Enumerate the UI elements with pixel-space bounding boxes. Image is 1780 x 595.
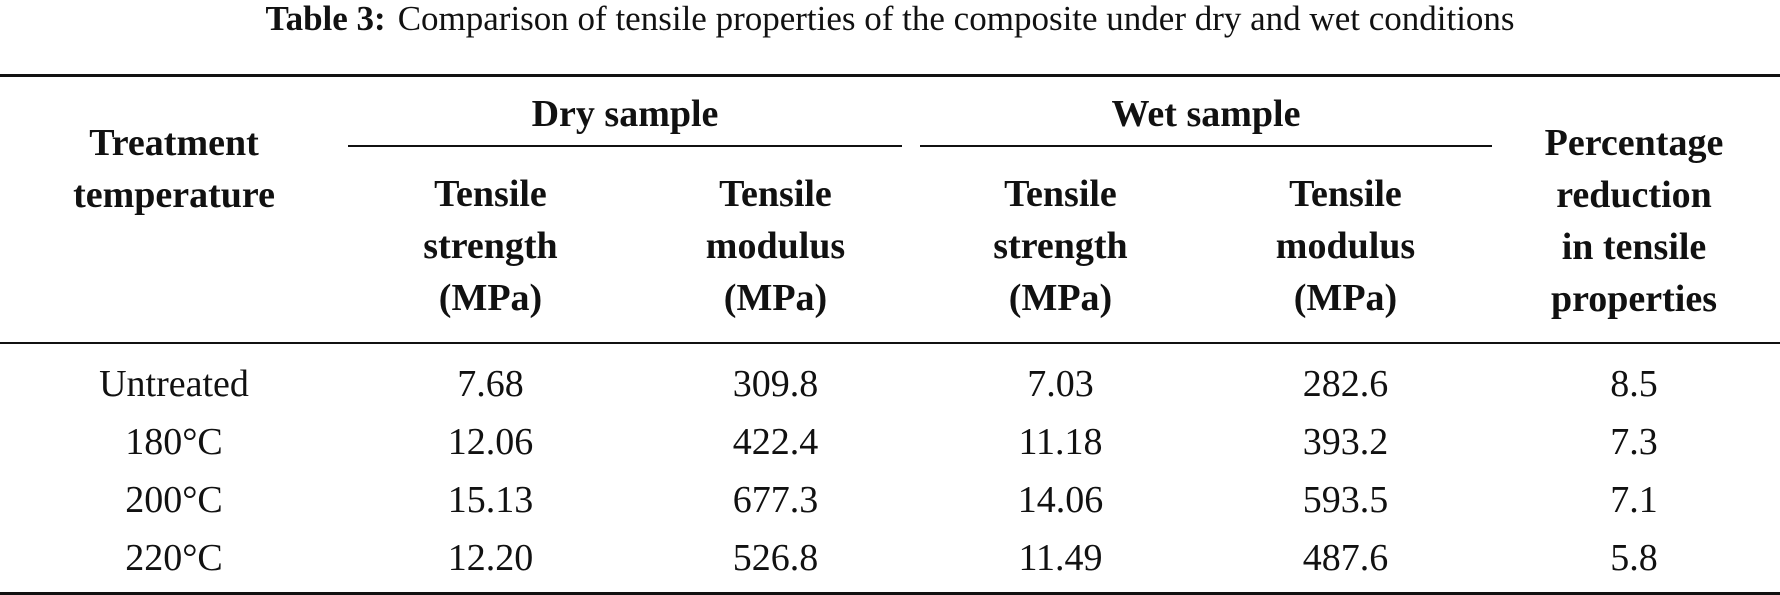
- table-cell-dry-modulus: 309.8: [732, 363, 819, 405]
- header-line: properties: [1550, 278, 1718, 320]
- header-line: Tensile: [1004, 173, 1117, 215]
- dry-tensile-modulus-header: Tensile modulus (MPa): [633, 168, 918, 324]
- table-top-rule: [0, 74, 1780, 77]
- header-line: strength: [423, 225, 558, 267]
- header-line: modulus: [705, 225, 846, 267]
- header-line: Treatment: [89, 122, 259, 164]
- header-line: in tensile: [1561, 226, 1707, 268]
- table-caption-label: Table 3:: [265, 0, 386, 38]
- table-cell-reduction: 8.5: [1610, 363, 1658, 405]
- table-cell-treatment: 200°C: [125, 479, 223, 521]
- wet-tensile-modulus-header: Tensile modulus (MPa): [1203, 168, 1488, 324]
- table-cell-reduction: 7.1: [1610, 479, 1658, 521]
- table-cell-treatment: 220°C: [125, 537, 223, 579]
- table-cell-wet-modulus: 487.6: [1302, 537, 1389, 579]
- table-cell-dry-strength: 12.06: [447, 421, 534, 463]
- header-line: (MPa): [438, 277, 543, 319]
- header-line: Tensile: [719, 173, 832, 215]
- table-caption-text: Comparison of tensile properties of the …: [397, 0, 1515, 38]
- table-cell-dry-strength: 7.68: [457, 363, 524, 405]
- table-cell-dry-strength: 15.13: [447, 479, 534, 521]
- table-cell-wet-modulus: 393.2: [1302, 421, 1389, 463]
- table-cell-dry-modulus: 422.4: [732, 421, 819, 463]
- header-line: modulus: [1275, 225, 1416, 267]
- table-cell-reduction: 5.8: [1610, 537, 1658, 579]
- header-bottom-rule: [0, 342, 1780, 344]
- treatment-temperature-header: Treatment temperature: [0, 117, 348, 221]
- table-cell-wet-strength: 11.18: [1018, 421, 1103, 463]
- table-cell-wet-modulus: 282.6: [1302, 363, 1389, 405]
- table-cell-wet-modulus: 593.5: [1302, 479, 1389, 521]
- dry-group-underline: [348, 145, 902, 147]
- table-caption: Table 3: Comparison of tensile properties…: [0, 0, 1780, 38]
- table-cell-wet-strength: 14.06: [1017, 479, 1104, 521]
- header-line: Tensile: [1289, 173, 1402, 215]
- header-line: temperature: [73, 174, 275, 216]
- table-cell-wet-strength: 11.49: [1018, 537, 1103, 579]
- table-cell-dry-modulus: 677.3: [732, 479, 819, 521]
- header-line: (MPa): [1293, 277, 1398, 319]
- dry-sample-header: Dry sample: [531, 93, 719, 135]
- wet-sample-header: Wet sample: [1111, 93, 1301, 135]
- wet-group-underline: [920, 145, 1492, 147]
- percentage-reduction-header: Percentage reduction in tensile properti…: [1488, 117, 1780, 325]
- dry-tensile-strength-header: Tensile strength (MPa): [348, 168, 633, 324]
- header-line: Percentage: [1544, 122, 1724, 164]
- header-line: Tensile: [434, 173, 547, 215]
- wet-tensile-strength-header: Tensile strength (MPa): [918, 168, 1203, 324]
- table-cell-reduction: 7.3: [1610, 421, 1658, 463]
- table-cell-treatment: Untreated: [99, 363, 249, 405]
- table-bottom-rule: [0, 592, 1780, 595]
- table-cell-treatment: 180°C: [125, 421, 223, 463]
- header-line: (MPa): [1008, 277, 1113, 319]
- table-cell-dry-modulus: 526.8: [732, 537, 819, 579]
- header-line: strength: [993, 225, 1128, 267]
- header-line: (MPa): [723, 277, 828, 319]
- header-line: reduction: [1556, 174, 1712, 216]
- table-cell-wet-strength: 7.03: [1027, 363, 1094, 405]
- table-cell-dry-strength: 12.20: [447, 537, 534, 579]
